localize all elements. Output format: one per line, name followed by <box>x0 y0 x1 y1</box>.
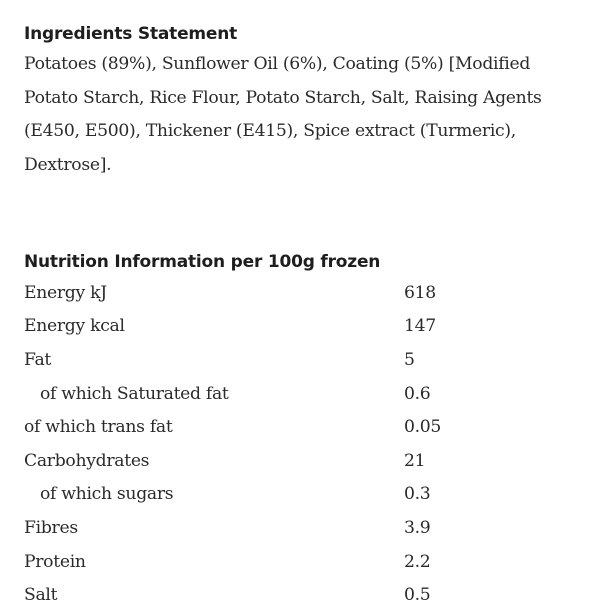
nutrient-name: of which sugars <box>40 484 174 505</box>
nutrition-row-fat: Fat 5 <box>24 343 524 377</box>
nutrient-value: 21 <box>404 450 426 471</box>
ingredients-text: Potatoes (89%), Sunflower Oil (6%), Coat… <box>24 54 542 175</box>
nutrient-value: 0.3 <box>404 484 431 505</box>
nutrition-row-trans-fat: of which trans fat 0.05 <box>24 410 524 444</box>
nutrient-value: 0.6 <box>404 383 431 404</box>
nutrient-value: 2.2 <box>404 551 431 572</box>
nutrition-table: Energy kJ 618 Energy kcal 147 Fat 5 of w… <box>24 276 524 612</box>
nutrient-value: 3.9 <box>404 517 431 538</box>
nutrition-section: Nutrition Information per 100g frozen En… <box>24 248 584 612</box>
nutrition-row-energy-kj: Energy kJ 618 <box>24 276 524 310</box>
product-info-document: Ingredients Statement Potatoes (89%), Su… <box>24 20 584 612</box>
nutrient-name: Carbohydrates <box>24 450 150 471</box>
nutrition-row-energy-kcal: Energy kcal 147 <box>24 310 524 344</box>
nutrient-name: Fibres <box>24 517 78 538</box>
nutrition-row-fibres: Fibres 3.9 <box>24 511 524 545</box>
nutrient-name: Fat <box>24 349 52 370</box>
nutrient-value: 618 <box>404 282 436 303</box>
ingredients-section: Ingredients Statement Potatoes (89%), Su… <box>24 20 584 220</box>
ingredients-heading: Ingredients Statement <box>24 24 238 44</box>
nutrition-row-protein: Protein 2.2 <box>24 545 524 579</box>
nutrient-value: 0.05 <box>404 417 442 438</box>
nutrition-row-carbohydrates: Carbohydrates 21 <box>24 444 524 478</box>
nutrient-name: Protein <box>24 551 86 572</box>
nutrition-row-sugars: of which sugars 0.3 <box>24 478 524 512</box>
nutrition-heading: Nutrition Information per 100g frozen <box>24 252 381 272</box>
nutrient-name: Energy kcal <box>24 316 125 337</box>
nutrition-row-saturated-fat: of which Saturated fat 0.6 <box>24 377 524 411</box>
nutrient-name: of which trans fat <box>24 417 173 438</box>
nutrient-name: Energy kJ <box>24 282 107 303</box>
nutrient-name: Salt <box>24 585 58 606</box>
nutrient-value: 147 <box>404 316 436 337</box>
nutrient-name: of which Saturated fat <box>40 383 229 404</box>
nutrition-row-salt: Salt 0.5 <box>24 578 524 612</box>
nutrient-value: 5 <box>404 349 415 370</box>
nutrient-value: 0.5 <box>404 585 431 606</box>
